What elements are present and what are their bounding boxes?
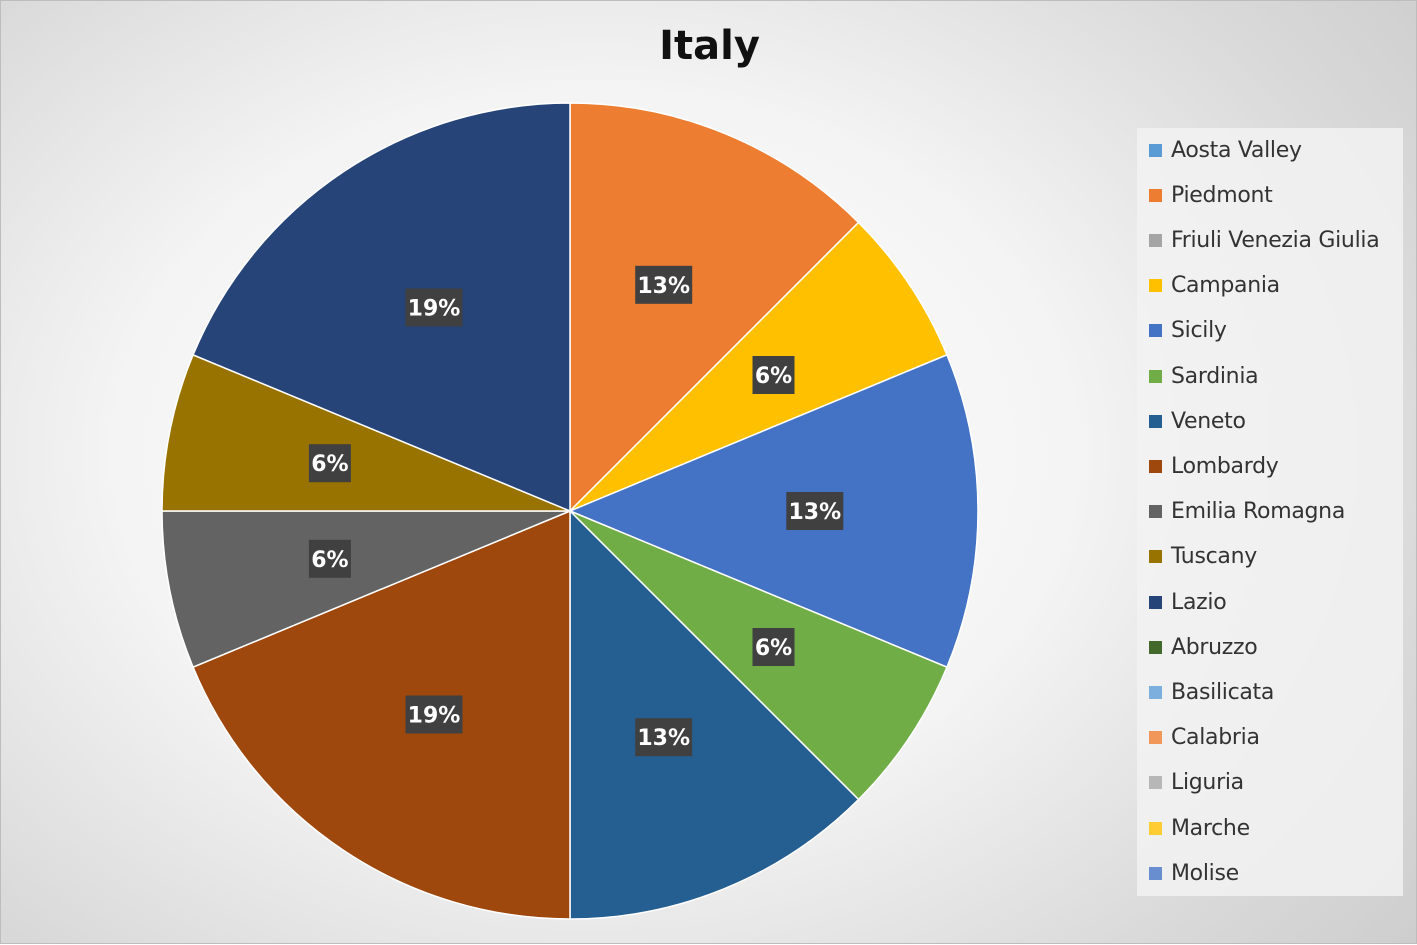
legend-item-molise: Molise bbox=[1149, 858, 1239, 888]
legend-swatch bbox=[1149, 685, 1162, 699]
legend-swatch bbox=[1149, 143, 1162, 157]
legend-label: Veneto bbox=[1171, 408, 1246, 434]
pie-slice-lazio bbox=[192, 102, 571, 513]
legend-item-sardinia: Sardinia bbox=[1149, 361, 1259, 391]
legend-swatch bbox=[1149, 279, 1162, 293]
data-label-sicily: 13% bbox=[786, 492, 844, 530]
legend-label: Basilicata bbox=[1171, 679, 1275, 705]
legend-swatch bbox=[1149, 233, 1162, 247]
pie-slice-emilia-romagna bbox=[161, 510, 571, 669]
legend-item-lombardy: Lombardy bbox=[1149, 451, 1279, 481]
legend-swatch bbox=[1149, 550, 1162, 564]
data-label-text: 6% bbox=[755, 364, 792, 389]
legend-swatch bbox=[1149, 776, 1162, 790]
legend-label: Sicily bbox=[1171, 318, 1227, 344]
data-label-lazio: 19% bbox=[405, 288, 463, 327]
legend-swatch bbox=[1149, 369, 1162, 383]
legend-swatch bbox=[1149, 595, 1162, 609]
legend-label: Lombardy bbox=[1171, 453, 1279, 479]
legend-swatch bbox=[1149, 505, 1162, 519]
legend-label: Abruzzo bbox=[1171, 634, 1258, 660]
legend-item-aosta-valley: Aosta Valley bbox=[1149, 135, 1302, 165]
data-label-text: 6% bbox=[311, 452, 348, 477]
legend-item-abruzzo: Abruzzo bbox=[1149, 632, 1258, 662]
pie-slice-veneto bbox=[569, 509, 860, 920]
legend-swatch bbox=[1149, 821, 1162, 835]
legend-item-veneto: Veneto bbox=[1149, 406, 1246, 436]
data-label-text: 13% bbox=[637, 274, 690, 299]
legend-label: Campania bbox=[1171, 273, 1280, 299]
data-label-lombardy: 19% bbox=[405, 695, 463, 734]
data-label-campania: 6% bbox=[752, 356, 795, 394]
legend-item-calabria: Calabria bbox=[1149, 723, 1260, 753]
legend-item-marche: Marche bbox=[1149, 813, 1250, 843]
legend-item-lazio: Lazio bbox=[1149, 587, 1227, 617]
legend-label: Marche bbox=[1171, 815, 1250, 841]
data-label-sardinia: 6% bbox=[752, 628, 795, 666]
legend-swatch bbox=[1149, 188, 1162, 202]
legend-swatch bbox=[1149, 459, 1162, 473]
legend-swatch bbox=[1149, 866, 1162, 880]
legend-swatch bbox=[1149, 640, 1162, 654]
data-label-tuscany: 6% bbox=[308, 444, 351, 483]
chart-title: Italy bbox=[659, 23, 760, 69]
legend-label: Friuli Venezia Giulia bbox=[1171, 227, 1380, 253]
legend-item-tuscany: Tuscany bbox=[1149, 542, 1257, 572]
pie-slice-piedmont bbox=[569, 102, 860, 513]
legend-item-emilia-romagna: Emilia Romagna bbox=[1149, 497, 1345, 527]
legend-item-basilicata: Basilicata bbox=[1149, 677, 1274, 707]
data-label-text: 19% bbox=[408, 297, 461, 322]
legend-label: Sardinia bbox=[1171, 363, 1259, 389]
legend-item-sicily: Sicily bbox=[1149, 316, 1227, 346]
data-label-text: 13% bbox=[637, 726, 690, 751]
legend-label: Lazio bbox=[1171, 589, 1227, 615]
legend: Aosta Valley Piedmont Friuli Venezia Giuli… bbox=[1137, 128, 1403, 896]
legend-label: Piedmont bbox=[1171, 182, 1273, 208]
data-label-veneto: 13% bbox=[635, 718, 693, 757]
legend-item-campania: Campania bbox=[1149, 271, 1280, 301]
data-label-text: 13% bbox=[788, 500, 841, 525]
legend-label: Liguria bbox=[1171, 770, 1244, 796]
legend-label: Calabria bbox=[1171, 725, 1260, 751]
legend-label: Tuscany bbox=[1171, 544, 1257, 570]
legend-item-liguria: Liguria bbox=[1149, 768, 1244, 798]
data-label-piedmont: 13% bbox=[635, 265, 693, 304]
data-label-text: 6% bbox=[755, 636, 792, 661]
legend-label: Aosta Valley bbox=[1171, 137, 1302, 163]
legend-item-piedmont: Piedmont bbox=[1149, 180, 1273, 210]
data-label-text: 6% bbox=[311, 548, 348, 573]
pie-slice-sicily bbox=[568, 353, 979, 669]
legend-label: Molise bbox=[1171, 860, 1239, 886]
pie-slice-tuscany bbox=[161, 353, 571, 512]
legend-item-friuli-venezia-giulia: Friuli Venezia Giulia bbox=[1149, 225, 1380, 255]
data-label-emilia-romagna: 6% bbox=[308, 539, 351, 578]
legend-swatch bbox=[1149, 414, 1162, 428]
legend-swatch bbox=[1149, 324, 1162, 338]
data-label-text: 19% bbox=[408, 704, 461, 729]
legend-swatch bbox=[1149, 731, 1162, 745]
legend-label: Emilia Romagna bbox=[1171, 499, 1346, 525]
pie-slice-lombardy bbox=[192, 509, 571, 920]
